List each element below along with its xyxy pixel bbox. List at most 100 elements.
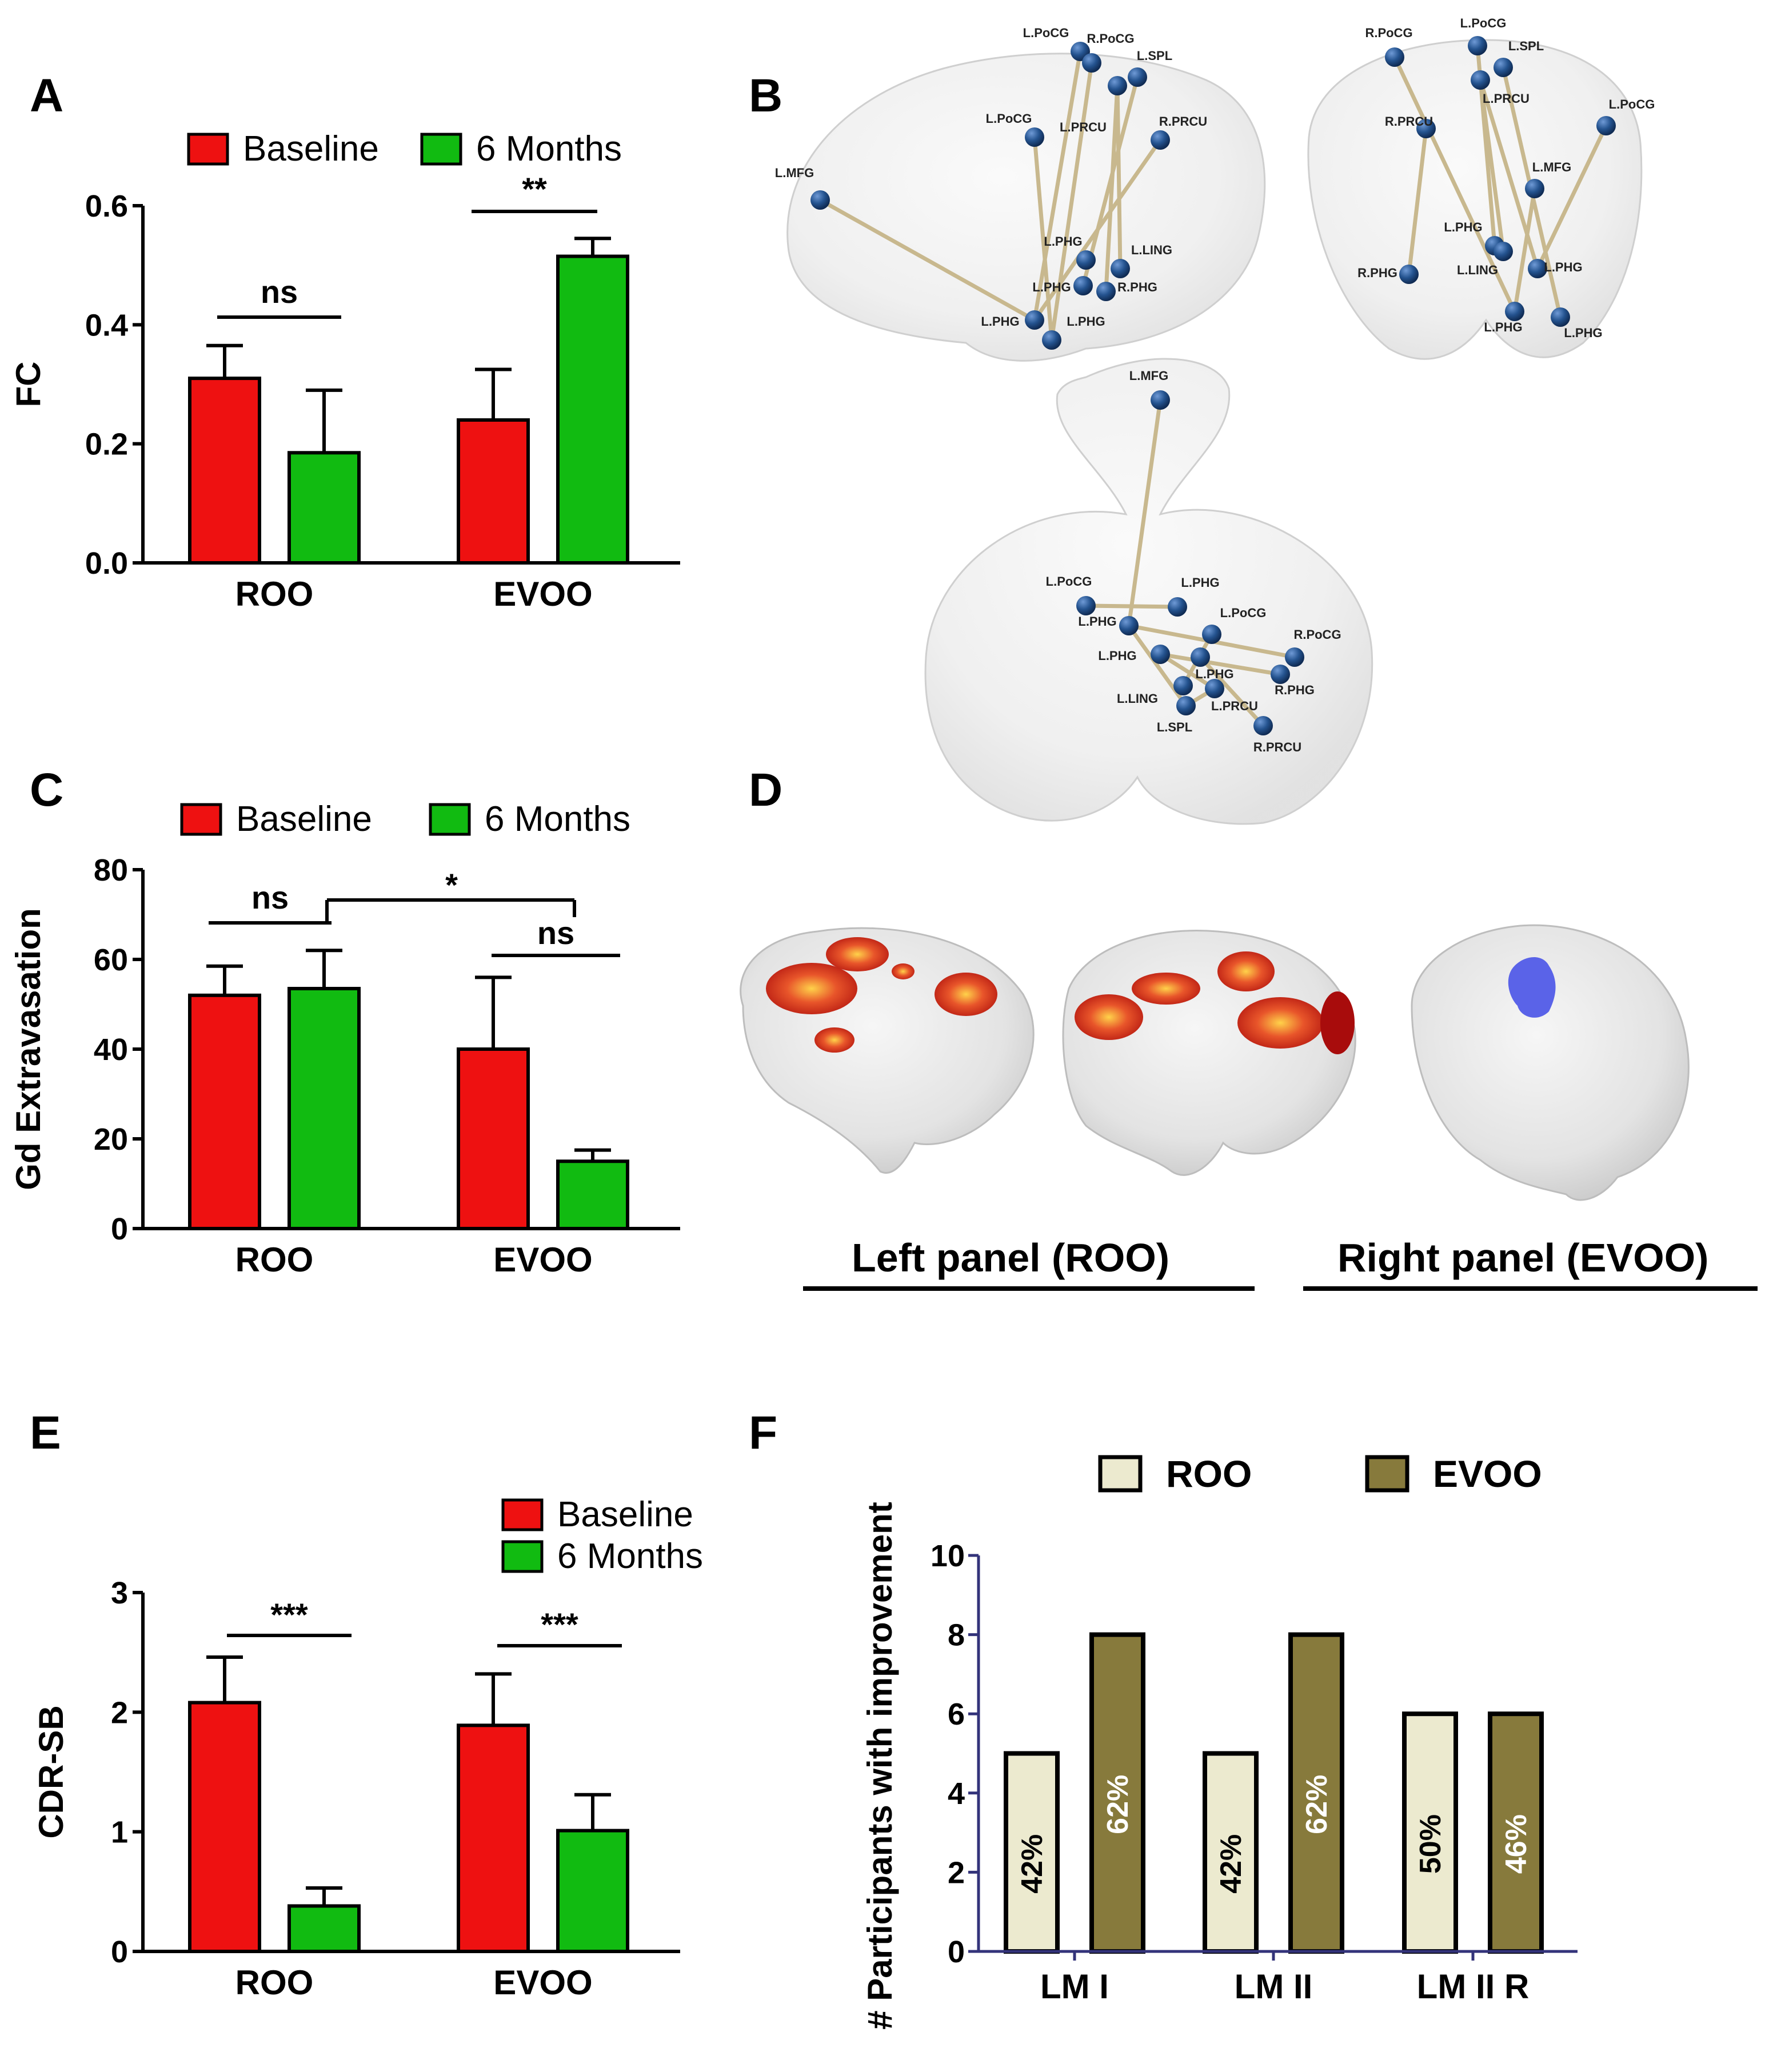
brain-node	[1471, 70, 1490, 90]
brain-outline-3	[1411, 924, 1690, 1201]
bar-6-months	[556, 1829, 629, 1953]
activation-red	[1132, 973, 1200, 1005]
bar-percent-label: 42%	[1215, 1834, 1248, 1894]
y-tick-label: 0.6	[85, 189, 128, 223]
brain-render-left-2	[1062, 929, 1356, 1176]
y-tick-label: 0	[948, 1935, 965, 1969]
brain-node	[1176, 696, 1196, 715]
connectivity-edge	[818, 198, 1037, 322]
connectivity-edge	[1127, 398, 1163, 628]
bar-baseline	[188, 1701, 261, 1953]
significance-label: ns	[251, 879, 289, 915]
brain-node	[1205, 679, 1224, 698]
brain-node	[1111, 259, 1130, 278]
y-tick-label: 80	[94, 853, 128, 887]
brain-node	[1551, 307, 1570, 327]
brain-node	[1151, 130, 1170, 150]
x-category-label: LM II R	[1417, 1967, 1530, 2006]
brain-node	[1076, 596, 1096, 615]
legend-swatch	[501, 1498, 544, 1531]
significance-label: ns	[537, 915, 574, 951]
y-tick-label: 1	[111, 1815, 128, 1850]
brain-node	[1399, 265, 1419, 284]
left-panel-caption: Left panel (ROO)	[852, 1235, 1169, 1280]
connectivity-edge	[1049, 61, 1094, 342]
bar-baseline	[457, 1723, 530, 1954]
x-category-label: EVOO	[493, 1963, 592, 2002]
brain-node	[1082, 53, 1101, 73]
activation-red	[1075, 994, 1143, 1040]
legend-swatch	[187, 133, 229, 166]
y-tick-label: 2	[111, 1695, 128, 1730]
connectivity-edge	[1032, 138, 1163, 322]
brain-node	[1271, 665, 1290, 684]
node-label: L.LING	[1117, 691, 1158, 706]
connectivity-edge	[1512, 186, 1537, 314]
y-tick-label: 3	[111, 1576, 128, 1610]
node-label: L.PoCG	[986, 111, 1032, 126]
connectivity-edge	[1478, 78, 1506, 254]
brain-node	[1285, 647, 1304, 667]
panel-label-e: E	[30, 1407, 61, 1459]
bar-6-months	[287, 987, 361, 1231]
legend-swatch	[1365, 1455, 1409, 1493]
activation-red	[766, 963, 857, 1014]
brain-node	[1042, 330, 1061, 350]
y-tick-label: 4	[948, 1777, 965, 1811]
legend-label: Baseline	[243, 129, 379, 169]
node-label: L.PHG	[1078, 614, 1116, 629]
brain-node	[1202, 625, 1221, 644]
bar-baseline	[188, 993, 261, 1231]
node-label: R.PRCU	[1159, 114, 1207, 129]
y-tick-label: 0.0	[85, 546, 128, 581]
node-label: L.PoCG	[1023, 26, 1069, 40]
node-label: L.PoCG	[1220, 606, 1267, 620]
legend-swatch	[1098, 1455, 1143, 1493]
brain-outline-2	[1062, 929, 1356, 1176]
x-category-label: LM I	[1040, 1967, 1109, 2006]
activation-red	[1320, 991, 1355, 1054]
brain-node	[1253, 716, 1273, 735]
legend-label: Baseline	[557, 1495, 693, 1534]
node-label: L.LING	[1131, 243, 1172, 257]
significance-label: ***	[270, 1597, 308, 1633]
bar-baseline	[188, 377, 261, 565]
legend-swatch	[429, 803, 471, 836]
bar-6-months	[287, 1904, 361, 1954]
connectivity-edge	[1158, 652, 1283, 677]
connectivity-edge	[1198, 655, 1265, 728]
brain-node	[1416, 119, 1436, 138]
legend-label: ROO	[1166, 1453, 1252, 1495]
significance-label: ns	[261, 274, 298, 310]
node-label: R.PoCG	[1365, 26, 1412, 40]
node-label: R.PHG	[1117, 280, 1157, 294]
panel-label-a: A	[30, 70, 63, 122]
brain-node	[1385, 47, 1404, 67]
connectivity-edge	[1032, 49, 1083, 322]
brain-coronal-view: R.PoCGL.PoCGL.SPLL.PRCUR.PRCUL.PoCGL.MFG…	[1307, 16, 1655, 360]
brain-node	[1108, 76, 1127, 95]
node-label: R.PoCG	[1293, 627, 1341, 642]
brain-node	[810, 190, 830, 210]
activation-red	[1237, 997, 1323, 1049]
y-tick-label: 0	[111, 1212, 128, 1246]
bar-6-months	[556, 254, 629, 565]
brain-node	[1076, 250, 1096, 270]
brain-node	[1468, 36, 1487, 55]
y-axis-title: # Participants with improvement	[861, 1502, 899, 2030]
node-label: L.PHG	[1098, 649, 1136, 663]
chart-a-fc: 0.0 0.2 0.4 0.6 ROO EVOO FC Baseline 6 Months ns *…	[9, 129, 680, 613]
significance-label: *	[445, 867, 458, 903]
y-tick-label: 60	[94, 943, 128, 977]
activation-red	[892, 963, 915, 979]
legend-label: Baseline	[236, 799, 372, 839]
brain-node	[1096, 282, 1116, 301]
y-tick-label: 0.4	[85, 308, 128, 342]
chart-c-gd-extravasation: 0 20 40 60 80 ROO EVOO Gd Extravasation Baseline…	[9, 799, 680, 1279]
node-label: L.PoCG	[1460, 16, 1507, 30]
x-category-label: ROO	[235, 1963, 314, 2002]
x-category-label: LM II	[1235, 1967, 1313, 2006]
